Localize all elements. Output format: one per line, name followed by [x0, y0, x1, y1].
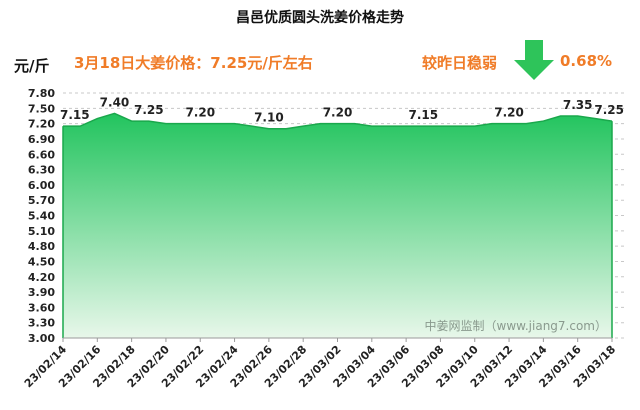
data-label: 7.10 [254, 111, 284, 125]
y-tick-label: 5.70 [28, 194, 55, 207]
data-label: 7.35 [563, 98, 593, 112]
y-tick-label: 3.90 [28, 286, 55, 299]
y-tick-label: 6.90 [28, 133, 55, 146]
data-label: 7.15 [408, 108, 438, 122]
y-tick-label: 4.80 [28, 240, 55, 253]
y-tick-label: 7.80 [28, 87, 55, 100]
data-label: 7.20 [323, 106, 353, 120]
y-tick-label: 6.30 [28, 164, 55, 177]
y-tick-label: 4.20 [28, 271, 55, 284]
data-label: 7.15 [60, 108, 90, 122]
y-tick-label: 4.50 [28, 255, 55, 268]
data-label: 7.20 [494, 106, 524, 120]
y-tick-label: 5.10 [28, 225, 55, 238]
data-label: 7.40 [100, 95, 130, 109]
data-label: 7.25 [594, 103, 624, 117]
y-tick-label: 6.60 [28, 148, 55, 161]
y-tick-label: 7.20 [28, 118, 55, 131]
y-tick-label: 3.00 [28, 332, 55, 345]
y-tick-label: 5.40 [28, 210, 55, 223]
data-label: 7.20 [185, 106, 215, 120]
y-tick-label: 3.30 [28, 317, 55, 330]
watermark-text: 中姜网监制（www.jiang7.com） [425, 318, 607, 333]
price-area [63, 113, 612, 338]
data-label: 7.25 [134, 103, 164, 117]
y-tick-label: 7.50 [28, 102, 55, 115]
y-tick-label: 6.00 [28, 179, 55, 192]
y-tick-label: 3.60 [28, 301, 55, 314]
